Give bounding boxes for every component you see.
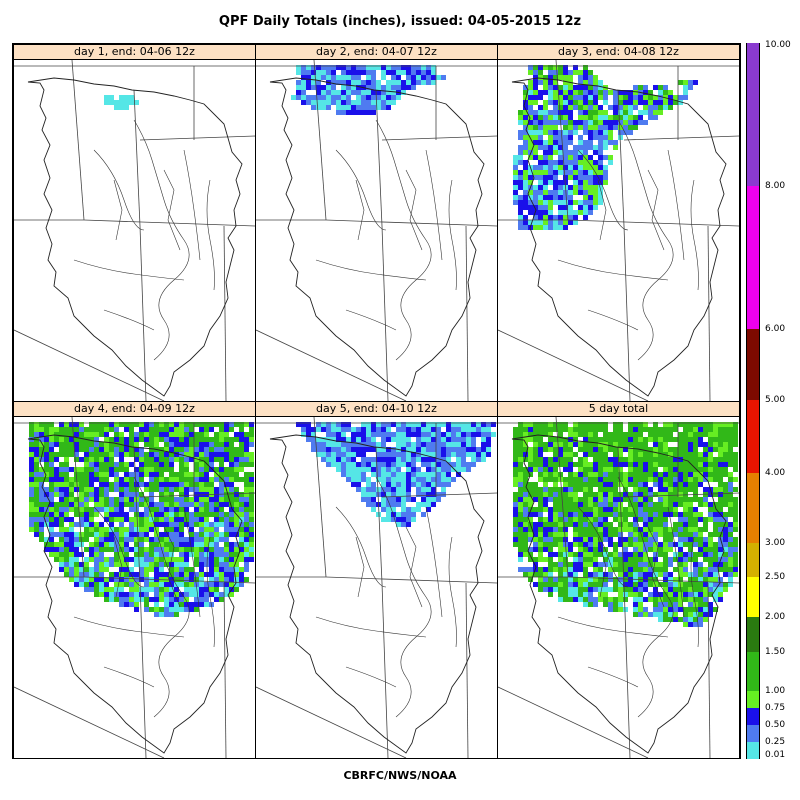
legend-swatch-2-50 xyxy=(747,543,759,577)
legend-swatch-4-00 xyxy=(747,400,759,473)
credit-footer: CBRFC/NWS/NOAA xyxy=(343,769,457,782)
legend-swatch-0-75 xyxy=(747,691,759,708)
panel-map-day-5 xyxy=(256,417,497,758)
legend-tick-label: 6.00 xyxy=(765,324,786,334)
map-panel-day-3[interactable]: day 3, end: 04-08 12z xyxy=(497,44,740,402)
panel-header: day 4, end: 04-09 12z xyxy=(14,402,255,417)
basin-boundary xyxy=(511,434,727,754)
panel-map-day-4 xyxy=(14,417,255,758)
basin-boundary xyxy=(269,77,485,397)
legend-tick-label: 0.25 xyxy=(765,737,786,747)
legend-tick-label: 10.00 xyxy=(765,40,791,50)
legend-swatch-1-00 xyxy=(747,652,759,691)
legend-swatch-0-01 xyxy=(747,742,759,759)
legend-tick-label: 3.00 xyxy=(765,538,786,548)
legend-swatch-5-00 xyxy=(747,329,759,400)
legend-swatch-8-00 xyxy=(747,43,759,186)
panel-map-day-2 xyxy=(256,60,497,401)
panel-header: day 2, end: 04-07 12z xyxy=(256,45,497,60)
panel-map-day-1 xyxy=(14,60,255,401)
legend-tick-label: 0.01 xyxy=(765,750,786,760)
basin-boundary xyxy=(27,77,243,397)
legend-tick-label: 0.75 xyxy=(765,703,786,713)
legend-swatch-0-25 xyxy=(747,725,759,742)
map-panel-day-4[interactable]: day 4, end: 04-09 12z xyxy=(13,401,256,759)
panel-header: day 1, end: 04-06 12z xyxy=(14,45,255,60)
panel-map-day-3 xyxy=(498,60,739,401)
legend-swatch-3-00 xyxy=(747,473,759,543)
legend-swatch-1-50 xyxy=(747,617,759,652)
map-panel-grid: day 1, end: 04-06 12z day 2, end: 04-07 … xyxy=(12,43,741,759)
panel-header: day 3, end: 04-08 12z xyxy=(498,45,739,60)
panel-header: 5 day total xyxy=(498,402,739,417)
basin-boundary xyxy=(269,434,485,754)
map-title: QPF Daily Totals (inches), issued: 04-05… xyxy=(218,14,582,29)
legend-tick-label: 8.00 xyxy=(765,181,786,191)
legend-tick-label: 0.50 xyxy=(765,720,786,730)
legend-tick-label: 1.00 xyxy=(765,686,786,696)
panel-header: day 5, end: 04-10 12z xyxy=(256,402,497,417)
map-panel-day-2[interactable]: day 2, end: 04-07 12z xyxy=(255,44,498,402)
legend-tick-label: 1.50 xyxy=(765,647,786,657)
legend-tick-label: 4.00 xyxy=(765,468,786,478)
panel-map-5-day-total xyxy=(498,417,739,758)
legend-swatch-2-00 xyxy=(747,577,759,617)
legend-tick-label: 5.00 xyxy=(765,395,786,405)
map-panel-day-1[interactable]: day 1, end: 04-06 12z xyxy=(13,44,256,402)
map-panel-day-5[interactable]: day 5, end: 04-10 12z xyxy=(255,401,498,759)
legend-tick-label: 2.50 xyxy=(765,572,786,582)
legend-tick-label: 2.00 xyxy=(765,612,786,622)
basin-boundary xyxy=(27,434,243,754)
color-scale-legend xyxy=(746,43,760,759)
basin-boundary xyxy=(511,77,727,397)
legend-swatch-6-00 xyxy=(747,186,759,329)
map-panel-5-day-total[interactable]: 5 day total xyxy=(497,401,740,759)
legend-swatch-0-50 xyxy=(747,708,759,725)
